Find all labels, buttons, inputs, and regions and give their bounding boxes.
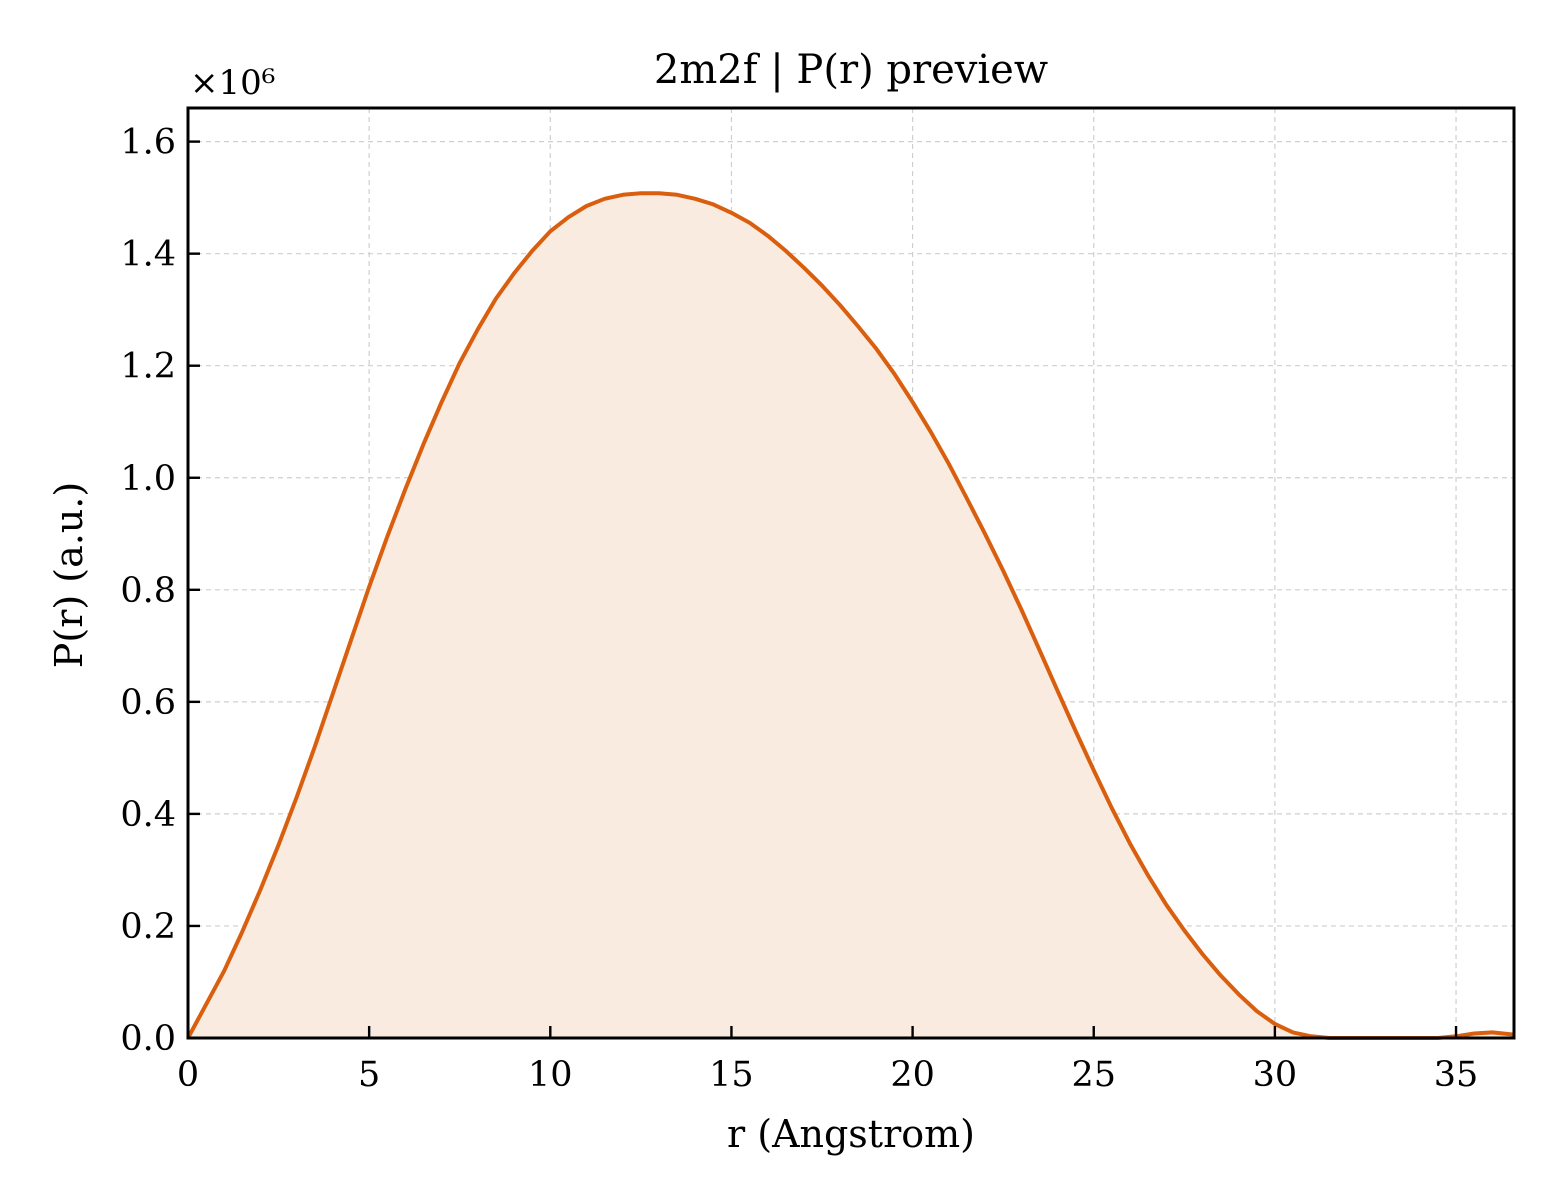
pr-line [186, 191, 1515, 1040]
y-tick-label: 0.8 [120, 571, 176, 611]
y-tick-label: 0.4 [120, 795, 176, 835]
chart-title: 2m2f | P(r) preview [654, 47, 1048, 93]
y-axis-multiplier: ×10⁶ [190, 63, 275, 103]
y-axis-label: P(r) (a.u.) [47, 482, 91, 668]
plot-frame [186, 106, 1516, 1040]
y-tick-label: 0.2 [120, 907, 176, 947]
y-tick-label: 1.2 [120, 347, 176, 387]
x-tick-label: 5 [358, 1055, 380, 1095]
x-tick-label: 15 [709, 1055, 754, 1095]
y-tick-label: 0.0 [120, 1019, 176, 1059]
x-tick-label: 10 [528, 1055, 573, 1095]
x-axis-label: r (Angstrom) [727, 1112, 975, 1156]
y-tick-label: 1.0 [120, 459, 176, 499]
y-tick-label: 1.4 [120, 235, 176, 275]
y-tick-label: 0.6 [120, 683, 176, 723]
y-tick-label: 1.6 [120, 123, 176, 163]
x-tick-label: 25 [1071, 1055, 1116, 1095]
x-tick-label: 20 [890, 1055, 935, 1095]
x-tick-label: 35 [1434, 1055, 1479, 1095]
ticks-layer: 0 5 10 15 20 25 30 35 0.0 0.2 0.4 0.6 0.8 1.0 1.2 1.4 1.… [120, 123, 1478, 1095]
x-tick-label: 0 [177, 1055, 199, 1095]
x-tick-label: 30 [1253, 1055, 1298, 1095]
pr-area-fill [188, 193, 1514, 1038]
